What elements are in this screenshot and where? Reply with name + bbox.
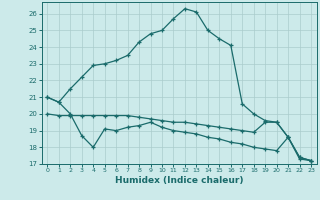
X-axis label: Humidex (Indice chaleur): Humidex (Indice chaleur) xyxy=(115,176,244,185)
